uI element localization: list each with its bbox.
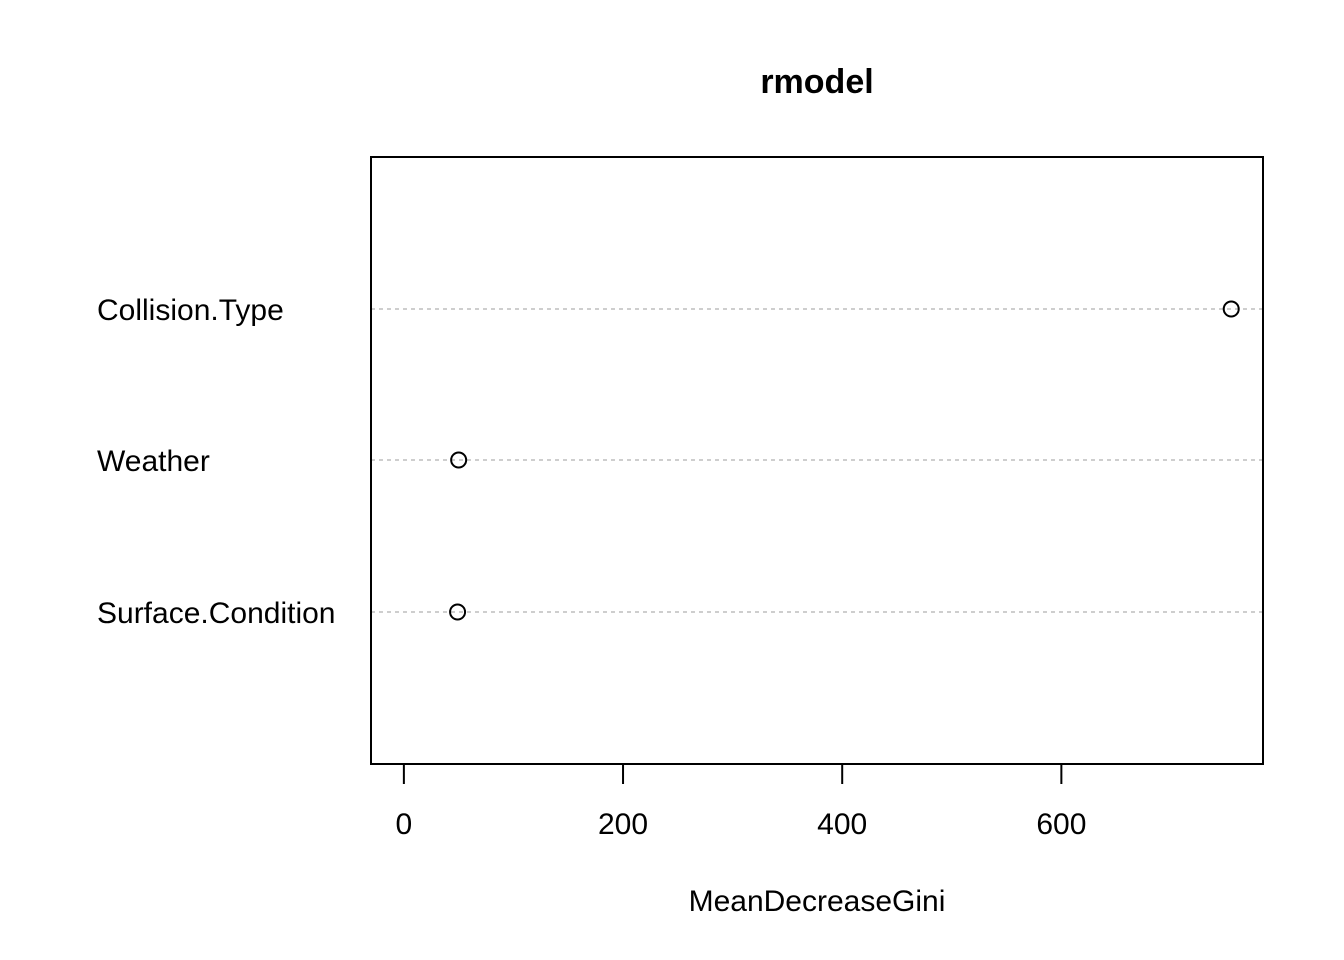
chart-title: rmodel: [760, 63, 873, 101]
x-tick-label: 0: [396, 808, 413, 841]
category-labels: Surface.Condition Weather Collision.Type: [97, 294, 335, 630]
x-tick-label: 600: [1036, 808, 1086, 841]
data-point: [1222, 300, 1240, 318]
data-points: [449, 300, 1240, 621]
data-point: [450, 451, 468, 469]
x-tick-label: 400: [817, 808, 867, 841]
category-label: Surface.Condition: [97, 597, 335, 630]
x-axis: 0 200 400 600: [396, 763, 1086, 841]
grid-lines: [371, 308, 1263, 613]
x-tick-label: 200: [598, 808, 648, 841]
x-axis-label: MeanDecreaseGini: [689, 885, 946, 918]
data-point: [449, 603, 467, 621]
plot-area-border: [370, 156, 1264, 765]
category-label: Weather: [97, 445, 210, 478]
category-label: Collision.Type: [97, 294, 284, 327]
